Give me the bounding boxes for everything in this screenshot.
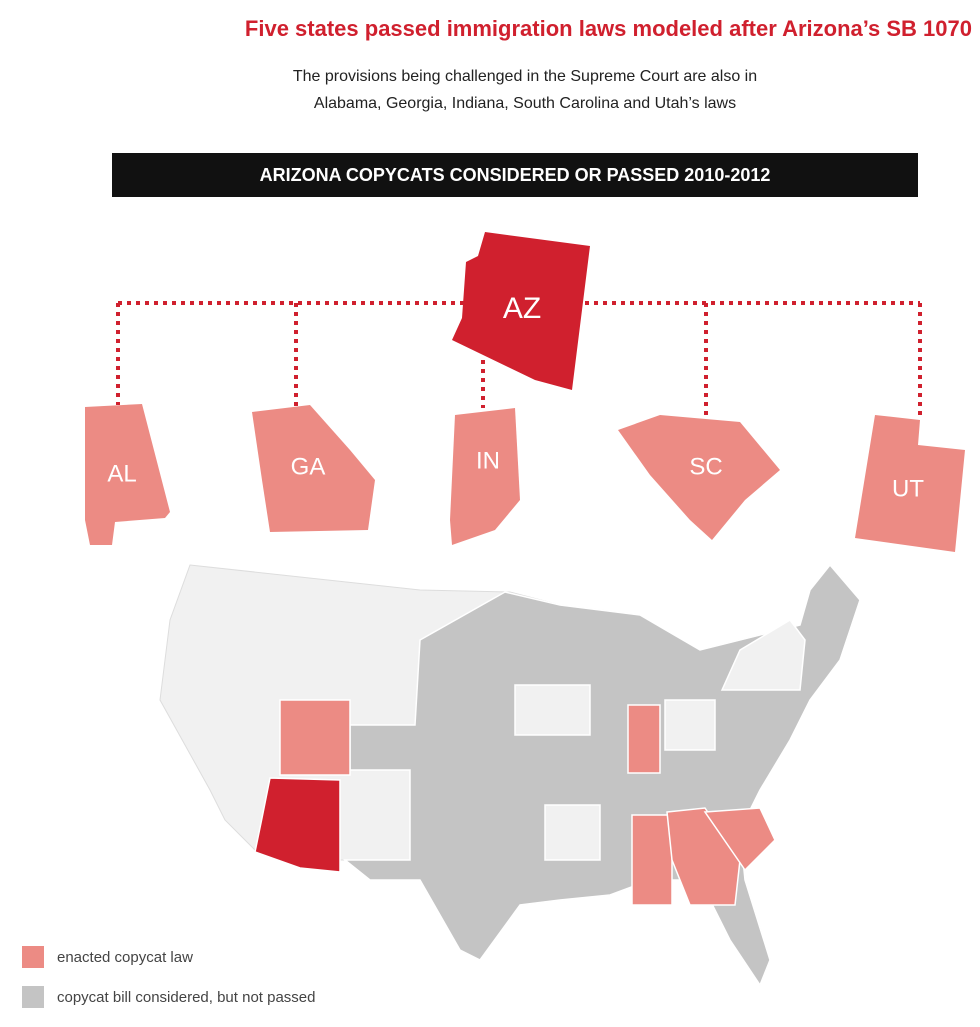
state-label: IN [476,447,500,474]
banner-text: ARIZONA COPYCATS CONSIDERED OR PASSED 20… [260,165,771,185]
state-enacted [631,814,673,906]
state-enacted [627,704,661,774]
connector-line [116,301,922,420]
state-label: AL [107,460,136,487]
hub-state-label: AZ [503,292,541,325]
connectors [116,301,922,420]
hub-state-shape [452,232,590,390]
state-enacted [703,807,776,872]
state-light [544,804,601,861]
subtitle-line: Alabama, Georgia, Indiana, South Carolin… [314,95,736,112]
us-map [159,563,861,987]
state-label: GA [291,453,326,480]
banner [112,153,918,197]
state-light [664,699,716,751]
state-shape [252,405,375,532]
state-label: SC [689,453,722,480]
state-light [514,684,591,736]
state-enacted [279,699,351,776]
state-shape [855,415,965,552]
state-light [720,619,806,691]
subtitle-line: The provisions being challenged in the S… [293,68,757,85]
state-shape [450,408,520,545]
state-shape [85,404,170,545]
state-enacted [666,807,741,906]
state-shape [618,415,780,540]
legend-swatch [22,946,44,968]
legend-label: enacted copycat law [57,949,193,966]
legend-label: copycat bill considered, but not passed [57,989,316,1006]
state-hub [254,777,341,873]
title: Five states passed immigration laws mode… [245,16,972,41]
state-label: UT [892,475,924,502]
legend-swatch [22,986,44,1008]
